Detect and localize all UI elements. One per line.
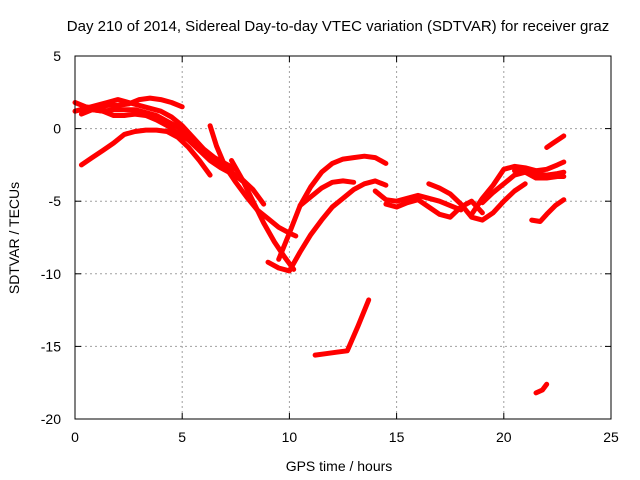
series-group — [72, 95, 567, 396]
y-tick-label: -5 — [49, 193, 62, 209]
data-series-arc-10 — [297, 178, 357, 209]
data-series-arc-17 — [512, 168, 567, 181]
data-series-arc-9 — [276, 153, 389, 262]
axis-ticks: 0 5 10 15 20 25 5 0 -5 -10 -15 -20 — [41, 48, 619, 445]
plot-frame — [74, 55, 612, 420]
chart-title: Day 210 of 2014, Sidereal Day-to-day VTE… — [67, 18, 609, 35]
data-series-arc-13 — [383, 197, 485, 220]
x-tick-label: 0 — [71, 429, 79, 445]
data-series-arc-20 — [533, 381, 550, 396]
x-tick-label: 20 — [496, 429, 512, 445]
x-tick-label: 25 — [603, 429, 619, 445]
data-series-arc-6 — [207, 123, 299, 239]
x-tick-label: 10 — [282, 429, 298, 445]
data-series-arc-8 — [265, 178, 389, 274]
x-tick-label: 15 — [389, 429, 405, 445]
data-series-arc-15 — [469, 159, 567, 217]
y-tick-label: -20 — [41, 411, 61, 427]
y-tick-label: 5 — [53, 48, 61, 64]
data-series-arc-14 — [426, 181, 528, 223]
data-series-arc-7 — [229, 158, 297, 272]
data-series-arc-12 — [372, 188, 464, 213]
x-axis-label: GPS time / hours — [286, 458, 393, 474]
data-series-arc-11 — [312, 297, 372, 358]
y-tick-label: -10 — [41, 266, 61, 282]
data-series-arc-19 — [529, 197, 567, 224]
y-tick-label: 0 — [53, 121, 61, 137]
data-series-arc-3 — [78, 102, 245, 184]
data-series-arc-18 — [544, 133, 567, 150]
y-tick-label: -15 — [41, 338, 61, 354]
data-series-arc-5 — [78, 127, 213, 178]
x-tick-label: 5 — [178, 429, 186, 445]
y-axis-label: SDTVAR / TECUs — [6, 182, 22, 294]
